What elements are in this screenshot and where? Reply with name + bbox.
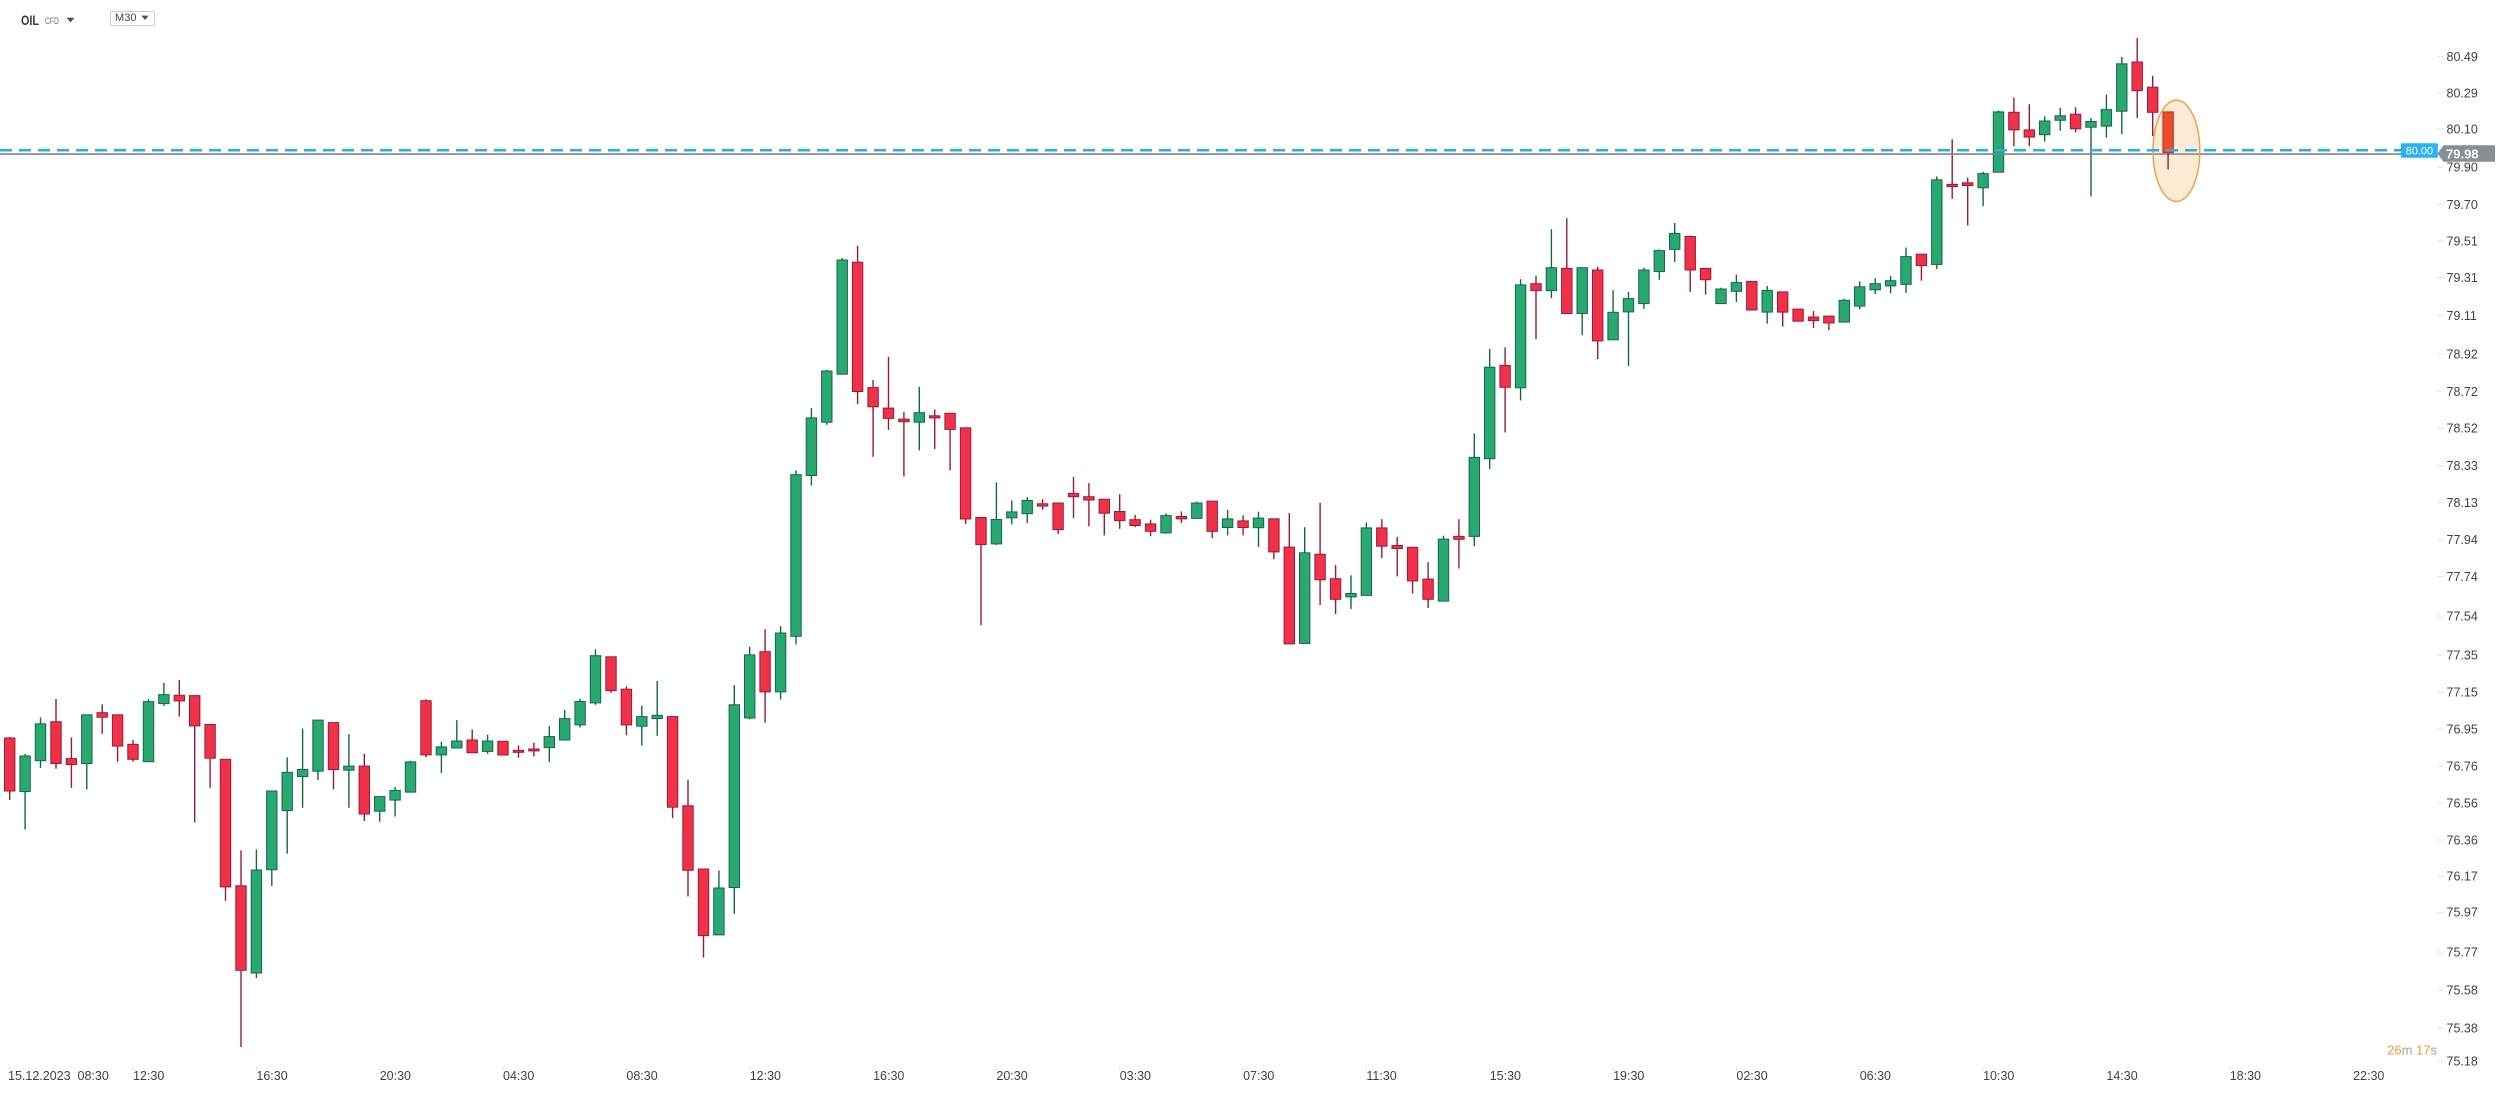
svg-text:18:30: 18:30 bbox=[2230, 1069, 2261, 1083]
svg-text:76.56: 76.56 bbox=[2447, 797, 2478, 811]
svg-text:03:30: 03:30 bbox=[1120, 1069, 1151, 1083]
svg-text:16:30: 16:30 bbox=[873, 1069, 904, 1083]
svg-text:16:30: 16:30 bbox=[256, 1069, 287, 1083]
svg-text:76.17: 76.17 bbox=[2447, 870, 2478, 884]
svg-text:77.15: 77.15 bbox=[2447, 686, 2478, 700]
svg-text:20:30: 20:30 bbox=[996, 1069, 1027, 1083]
svg-text:79.31: 79.31 bbox=[2447, 271, 2478, 285]
svg-text:15:30: 15:30 bbox=[1490, 1069, 1521, 1083]
svg-text:11:30: 11:30 bbox=[1366, 1069, 1396, 1083]
svg-text:78.33: 78.33 bbox=[2447, 459, 2478, 473]
svg-text:20:30: 20:30 bbox=[380, 1069, 411, 1083]
svg-text:22:30: 22:30 bbox=[2353, 1069, 2384, 1083]
svg-text:77.54: 77.54 bbox=[2447, 609, 2478, 623]
svg-text:80.00: 80.00 bbox=[2406, 145, 2434, 157]
svg-text:80.29: 80.29 bbox=[2447, 87, 2478, 101]
svg-text:77.35: 77.35 bbox=[2447, 649, 2478, 663]
svg-text:75.77: 75.77 bbox=[2447, 945, 2478, 959]
svg-text:75.18: 75.18 bbox=[2447, 1054, 2478, 1068]
svg-text:77.94: 77.94 bbox=[2447, 533, 2478, 547]
svg-text:08:30: 08:30 bbox=[626, 1069, 657, 1083]
svg-text:14:30: 14:30 bbox=[2106, 1069, 2137, 1083]
svg-text:15.12.2023 08:30: 15.12.2023 08:30 bbox=[8, 1069, 109, 1083]
svg-text:02:30: 02:30 bbox=[1736, 1069, 1767, 1083]
svg-text:75.58: 75.58 bbox=[2447, 983, 2478, 997]
svg-text:78.92: 78.92 bbox=[2447, 348, 2478, 362]
svg-text:78.72: 78.72 bbox=[2447, 385, 2478, 399]
svg-text:76.95: 76.95 bbox=[2447, 723, 2478, 737]
svg-text:78.13: 78.13 bbox=[2447, 496, 2478, 510]
svg-text:26m 17s: 26m 17s bbox=[2387, 1043, 2437, 1058]
svg-text:75.38: 75.38 bbox=[2447, 1021, 2478, 1035]
svg-text:80.10: 80.10 bbox=[2447, 122, 2478, 136]
svg-text:76.76: 76.76 bbox=[2447, 759, 2478, 773]
svg-text:77.74: 77.74 bbox=[2447, 570, 2478, 584]
svg-text:79.98: 79.98 bbox=[2446, 146, 2479, 161]
svg-text:79.70: 79.70 bbox=[2447, 198, 2478, 212]
svg-text:76.36: 76.36 bbox=[2447, 833, 2478, 847]
svg-text:19:30: 19:30 bbox=[1613, 1069, 1644, 1083]
svg-text:10:30: 10:30 bbox=[1983, 1069, 2014, 1083]
svg-text:79.11: 79.11 bbox=[2447, 309, 2477, 323]
svg-text:80.49: 80.49 bbox=[2447, 50, 2478, 64]
svg-text:12:30: 12:30 bbox=[133, 1069, 164, 1083]
svg-text:06:30: 06:30 bbox=[1860, 1069, 1891, 1083]
svg-text:78.52: 78.52 bbox=[2447, 422, 2478, 436]
svg-text:07:30: 07:30 bbox=[1243, 1069, 1274, 1083]
svg-text:04:30: 04:30 bbox=[503, 1069, 534, 1083]
svg-text:75.97: 75.97 bbox=[2447, 906, 2478, 920]
svg-text:79.51: 79.51 bbox=[2447, 234, 2478, 248]
svg-text:79.90: 79.90 bbox=[2447, 161, 2478, 175]
svg-text:12:30: 12:30 bbox=[750, 1069, 781, 1083]
